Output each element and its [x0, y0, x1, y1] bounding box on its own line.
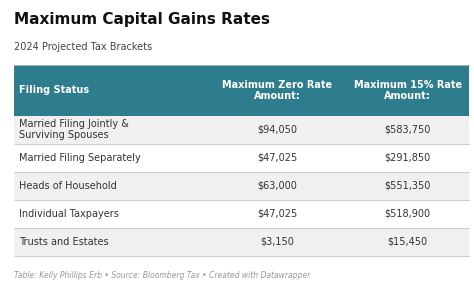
Text: $63,000: $63,000 — [257, 181, 297, 191]
Text: $583,750: $583,750 — [384, 125, 431, 135]
Text: Maximum Zero Rate
Amount:: Maximum Zero Rate Amount: — [222, 79, 332, 101]
Text: Maximum Capital Gains Rates: Maximum Capital Gains Rates — [14, 12, 270, 27]
Text: 2024 Projected Tax Brackets: 2024 Projected Tax Brackets — [14, 42, 152, 52]
Text: Individual Taxpayers: Individual Taxpayers — [19, 209, 119, 219]
Text: $3,150: $3,150 — [260, 237, 294, 247]
Text: Table: Kelly Phillips Erb • Source: Bloomberg Tax • Created with Datawrapper: Table: Kelly Phillips Erb • Source: Bloo… — [14, 271, 310, 280]
Text: $94,050: $94,050 — [257, 125, 297, 135]
Text: Married Filing Jointly &
Surviving Spouses: Married Filing Jointly & Surviving Spous… — [19, 119, 129, 140]
Text: Filing Status: Filing Status — [19, 85, 89, 95]
Text: Trusts and Estates: Trusts and Estates — [19, 237, 109, 247]
Text: $47,025: $47,025 — [257, 209, 297, 219]
Text: $15,450: $15,450 — [388, 237, 428, 247]
Text: $47,025: $47,025 — [257, 153, 297, 163]
Text: Heads of Household: Heads of Household — [19, 181, 117, 191]
Text: Maximum 15% Rate
Amount:: Maximum 15% Rate Amount: — [354, 79, 462, 101]
Text: $518,900: $518,900 — [384, 209, 431, 219]
Text: $291,850: $291,850 — [384, 153, 431, 163]
Text: Married Filing Separately: Married Filing Separately — [19, 153, 141, 163]
Text: $551,350: $551,350 — [384, 181, 431, 191]
